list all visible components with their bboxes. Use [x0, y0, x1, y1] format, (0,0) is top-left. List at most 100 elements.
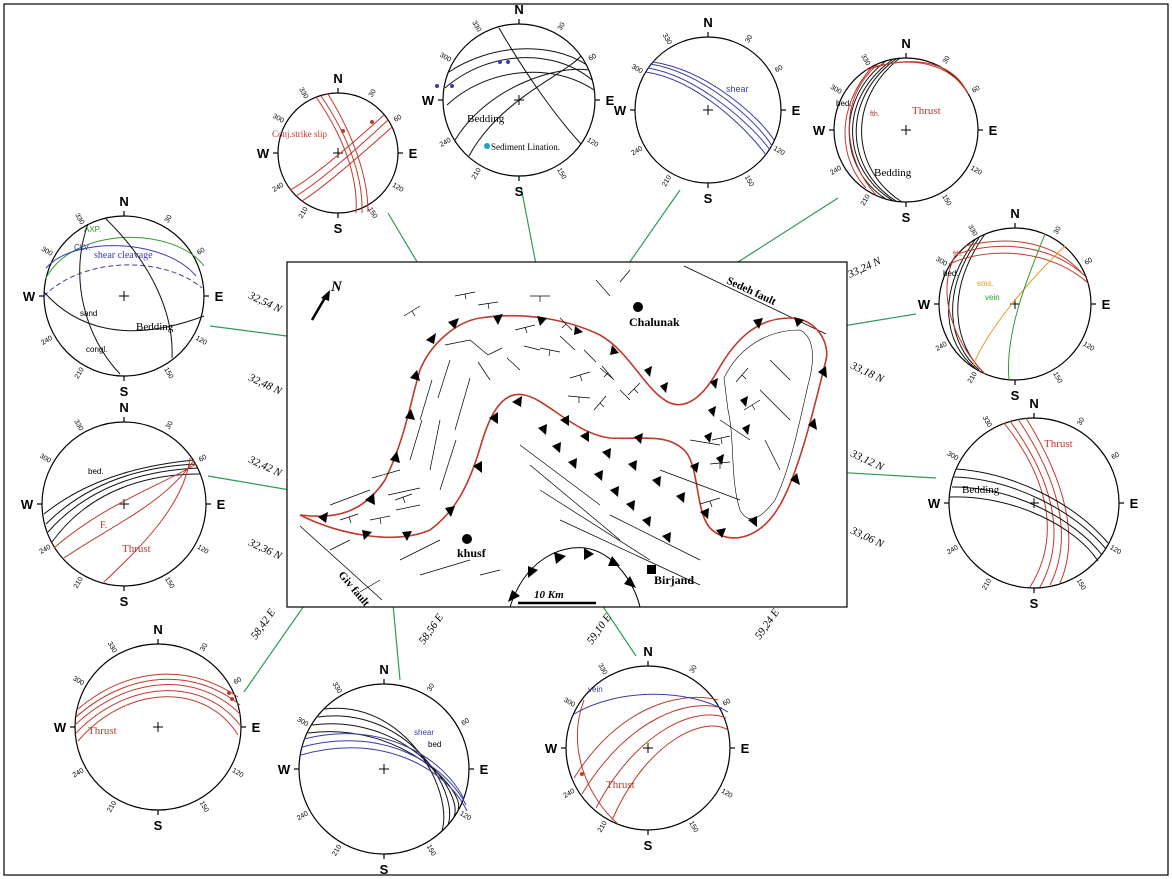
direction-s: S: [154, 818, 163, 833]
degree-tick: 120: [772, 145, 786, 157]
degree-tick: 300: [71, 675, 85, 687]
great-circles-bedding: [43, 459, 201, 543]
degree-tick: 330: [73, 212, 85, 226]
stereonet-label: Bedding: [136, 321, 174, 333]
degree-tick: 60: [1084, 257, 1094, 267]
stereonet-vein-thrust-bottom: N E S W 30 60 120 150 210 240 300 330 vein Thrust: [545, 644, 750, 853]
stereonet-label: Bedding: [962, 484, 1000, 496]
stereonet-label: fth.: [870, 111, 880, 118]
degree-tick: 60: [196, 247, 206, 257]
sedeh-fault-line: [683, 265, 827, 335]
degree-tick: 240: [72, 767, 86, 779]
longitude-label: 58,42 E: [249, 607, 279, 642]
direction-w: W: [21, 497, 34, 512]
latitude-label: 33,12 N: [848, 447, 886, 473]
stereonet-shear-bed-bottom: N E S W 30 60 120 150 210 240 300 330 shear bed: [278, 662, 489, 877]
direction-w: W: [614, 103, 627, 118]
stereonet-base: N E S W 30 60 120 150 210 240 300 330: [23, 194, 224, 399]
thrust-teeth: [318, 314, 827, 543]
direction-w: W: [813, 123, 826, 138]
direction-w: W: [278, 762, 291, 777]
degree-tick: 330: [106, 641, 118, 655]
direction-e: E: [215, 289, 224, 304]
direction-n: N: [901, 36, 910, 51]
stereonet-base: N E S W 30 60 120 150 210 240 300 330: [545, 644, 750, 853]
degree-tick: 120: [1082, 341, 1096, 353]
degree-tick: 300: [271, 113, 285, 125]
degree-tick: 120: [1108, 544, 1122, 556]
degree-tick: 120: [231, 767, 245, 779]
stereonet-vein: N E S W 30 60 120 150 210 240 300 330 sms. vein bed…: [918, 206, 1111, 403]
stereonet-label: vein: [985, 293, 1000, 302]
degree-tick: 120: [391, 182, 405, 194]
direction-w: W: [545, 741, 558, 756]
center-cross-icon: [333, 148, 343, 158]
direction-s: S: [644, 838, 653, 853]
degree-tick: 150: [687, 820, 699, 834]
great-circles-shear: [300, 733, 468, 812]
degree-tick: 60: [393, 114, 403, 124]
degree-tick: 210: [331, 844, 343, 858]
direction-e: E: [409, 146, 418, 161]
direction-s: S: [1030, 596, 1039, 611]
town-label-khusf: khusf: [457, 546, 487, 560]
degree-tick: 330: [966, 224, 978, 238]
stereonet-label: congl.: [86, 345, 107, 354]
degree-tick: 30: [689, 664, 699, 674]
degree-tick: 30: [744, 34, 754, 44]
lineation-point: [498, 60, 502, 64]
great-circles-thrust: [946, 240, 1090, 375]
degree-tick: 60: [460, 717, 470, 727]
degree-tick: 210: [73, 576, 85, 590]
direction-s: S: [380, 862, 389, 877]
degree-tick: 210: [860, 193, 872, 207]
direction-n: N: [119, 400, 128, 415]
degree-tick: 210: [981, 578, 993, 592]
stereonet-base: N E S W 30 60 120 150 210 240 300 330: [813, 36, 998, 225]
degree-tick: 240: [630, 145, 644, 157]
stereonet-label: Bedding: [467, 113, 505, 125]
pole-point: [341, 129, 345, 133]
center-cross-icon: [643, 743, 653, 753]
degree-tick: 240: [563, 788, 577, 800]
stereonet-label: shear cleavage: [94, 250, 153, 261]
direction-n: N: [1029, 396, 1038, 411]
degree-tick: 300: [934, 256, 948, 268]
latitude-label: 33,18 N: [848, 359, 886, 385]
degree-tick: 150: [940, 193, 952, 207]
stereonet-shear-cleavage: N E S W 30 60 120 150 210 240 300 330 AXP. CLV. she…: [23, 194, 224, 399]
direction-n: N: [514, 2, 523, 17]
degree-tick: 120: [196, 544, 210, 556]
degree-tick: 30: [368, 88, 378, 98]
great-circle-axial-plane: [45, 236, 205, 279]
great-circle-sms: [972, 245, 1066, 367]
degree-tick: 210: [471, 167, 483, 181]
degree-tick: 240: [40, 335, 54, 347]
direction-w: W: [918, 297, 931, 312]
center-cross-icon: [901, 125, 911, 135]
direction-e: E: [741, 741, 750, 756]
degree-tick: 240: [935, 341, 949, 353]
degree-tick: 120: [586, 137, 600, 149]
degree-tick: 30: [199, 642, 209, 652]
direction-w: W: [422, 93, 435, 108]
degree-tick: 30: [557, 21, 567, 31]
direction-n: N: [643, 644, 652, 659]
great-circles-bedding: [949, 468, 1109, 562]
stereonet-label: shear: [726, 84, 749, 94]
degree-tick: 240: [946, 544, 960, 556]
town-marker-khusf: [462, 534, 472, 544]
stereonet-label: bed.: [88, 467, 104, 476]
degree-tick: 300: [562, 697, 576, 709]
degree-tick: 60: [722, 698, 732, 708]
degree-tick: 300: [438, 52, 452, 64]
direction-e: E: [606, 93, 615, 108]
stereonet-label: Thrust: [1044, 438, 1073, 450]
stereonet-bedding-lineation: N E S W 30 60 120 150 210 240 300 330 Bedding Sedim…: [422, 2, 615, 199]
degree-tick: 330: [596, 663, 608, 677]
latitude-label: 32,42 N: [246, 453, 284, 479]
direction-e: E: [989, 123, 998, 138]
great-circles-thrust: [573, 696, 729, 825]
stereonet-label: bed: [428, 740, 441, 749]
